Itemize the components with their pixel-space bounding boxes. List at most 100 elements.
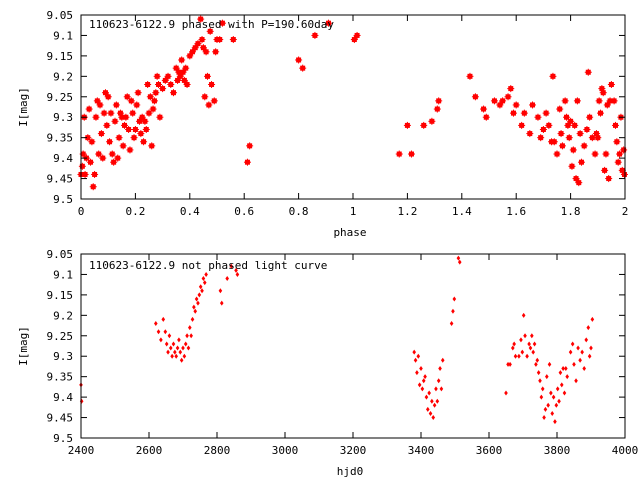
unphased-data-point bbox=[154, 321, 158, 327]
phased-data-point bbox=[553, 150, 561, 158]
unphased-x-tick-label: 4000 bbox=[612, 444, 639, 457]
phased-data-point bbox=[88, 138, 96, 146]
unphased-data-point bbox=[201, 276, 206, 282]
unphased-data-point bbox=[538, 378, 542, 384]
phased-data-point bbox=[203, 72, 211, 80]
unphased-data-point bbox=[540, 386, 545, 392]
phased-data-point bbox=[96, 101, 104, 109]
unphased-data-point bbox=[572, 361, 576, 367]
phased-data-point bbox=[482, 113, 490, 121]
unphased-data-point bbox=[550, 410, 555, 416]
phased-data-point bbox=[150, 97, 158, 105]
unphased-data-point bbox=[192, 304, 196, 310]
unphased-data-point bbox=[229, 263, 234, 269]
unphased-data-point bbox=[512, 341, 516, 347]
phased-data-point bbox=[563, 113, 571, 121]
phased-data-point bbox=[148, 142, 156, 150]
unphased-data-point bbox=[156, 329, 161, 335]
phased-y-tick-label: 9.4 bbox=[53, 152, 73, 165]
unphased-data-point bbox=[584, 337, 589, 343]
unphased-data-point bbox=[527, 341, 531, 347]
phased-y-tick-label: 9.1 bbox=[53, 29, 73, 42]
phased-y-tick-label: 9.05 bbox=[47, 9, 74, 22]
unphased-data-point bbox=[181, 345, 185, 351]
phased-data-point bbox=[243, 158, 251, 166]
phased-data-point bbox=[104, 93, 112, 101]
unphased-data-point bbox=[428, 410, 433, 416]
phased-data-point bbox=[512, 101, 520, 109]
phased-data-point bbox=[127, 97, 135, 105]
phased-x-tick-label: 1.8 bbox=[561, 205, 581, 218]
phased-data-point bbox=[565, 134, 573, 142]
phased-data-point bbox=[149, 105, 157, 113]
unphased-data-point bbox=[426, 406, 430, 412]
phased-data-point bbox=[545, 121, 553, 129]
phased-data-point bbox=[575, 179, 583, 187]
phased-data-point bbox=[85, 105, 93, 113]
phased-data-point bbox=[295, 56, 303, 64]
unphased-data-point bbox=[412, 349, 416, 355]
unphased-plot-frame bbox=[80, 253, 626, 439]
phased-data-point bbox=[529, 101, 537, 109]
unphased-data-point bbox=[219, 300, 224, 306]
phased-data-point bbox=[568, 162, 576, 170]
phased-data-point bbox=[614, 158, 622, 166]
phased-data-point bbox=[435, 97, 443, 105]
phased-data-point bbox=[183, 81, 191, 89]
phased-data-point bbox=[616, 150, 624, 158]
unphased-data-point bbox=[558, 370, 563, 376]
unphased-light-curve-panel: 2400 2600 2800 3000 3200 3400 3600 3800 4000 9.05… bbox=[17, 248, 638, 478]
phased-y-tick-label: 9.45 bbox=[47, 173, 74, 186]
phased-plot-frame bbox=[80, 14, 626, 200]
phased-data-point bbox=[93, 97, 101, 105]
phased-data-point bbox=[206, 27, 214, 35]
unphased-data-point bbox=[531, 349, 535, 355]
phased-data-point bbox=[87, 158, 95, 166]
unphased-data-point bbox=[534, 361, 538, 367]
phased-data-point bbox=[569, 146, 577, 154]
phased-data-point bbox=[229, 36, 237, 44]
unphased-data-point bbox=[234, 267, 238, 273]
unphased-data-point bbox=[235, 271, 240, 277]
phased-data-point bbox=[595, 97, 603, 105]
unphased-data-point bbox=[432, 402, 437, 408]
phased-data-point bbox=[137, 130, 145, 138]
phased-x-tick-label: 0.8 bbox=[289, 205, 309, 218]
phased-chart-title: 110623-6122.9 phased with P=190.60day bbox=[89, 18, 334, 31]
unphased-y-tick-label: 9.1 bbox=[53, 268, 73, 281]
unphased-x-tick-label: 2800 bbox=[204, 444, 231, 457]
phased-data-point bbox=[146, 93, 154, 101]
unphased-data-point bbox=[587, 353, 592, 359]
phased-x-tick-label: 0.6 bbox=[234, 205, 254, 218]
phased-data-point bbox=[129, 109, 137, 117]
unphased-data-point bbox=[568, 349, 573, 355]
phased-data-point bbox=[520, 109, 528, 117]
unphased-x-tick-label: 3000 bbox=[272, 444, 299, 457]
phased-data-point bbox=[110, 158, 118, 166]
unphased-data-point bbox=[456, 255, 461, 261]
phased-data-point bbox=[613, 138, 621, 146]
phased-data-point bbox=[111, 117, 119, 125]
phased-x-tick-label: 0 bbox=[78, 205, 85, 218]
phased-data-point bbox=[583, 125, 591, 133]
phased-y-axis-label: I[mag] bbox=[17, 87, 30, 127]
phased-data-point bbox=[208, 81, 216, 89]
phased-data-point bbox=[599, 89, 607, 97]
unphased-data-point bbox=[197, 292, 202, 298]
phased-data-point bbox=[205, 101, 213, 109]
unphased-data-point bbox=[559, 382, 564, 388]
unphased-data-point bbox=[185, 333, 189, 339]
unphased-data-point bbox=[562, 390, 567, 396]
unphased-x-tick-label: 2600 bbox=[136, 444, 163, 457]
unphased-data-point bbox=[535, 357, 540, 363]
unphased-data-point bbox=[543, 406, 548, 412]
phased-data-point bbox=[144, 81, 152, 89]
phased-y-tick-label: 9.25 bbox=[47, 91, 74, 104]
unphased-data-point bbox=[79, 398, 84, 404]
phased-data-point bbox=[133, 101, 141, 109]
unphased-data-point bbox=[580, 349, 584, 355]
phased-data-point bbox=[155, 81, 163, 89]
phased-data-point bbox=[610, 97, 618, 105]
phased-data-point bbox=[480, 105, 488, 113]
unphased-data-point bbox=[189, 333, 193, 339]
